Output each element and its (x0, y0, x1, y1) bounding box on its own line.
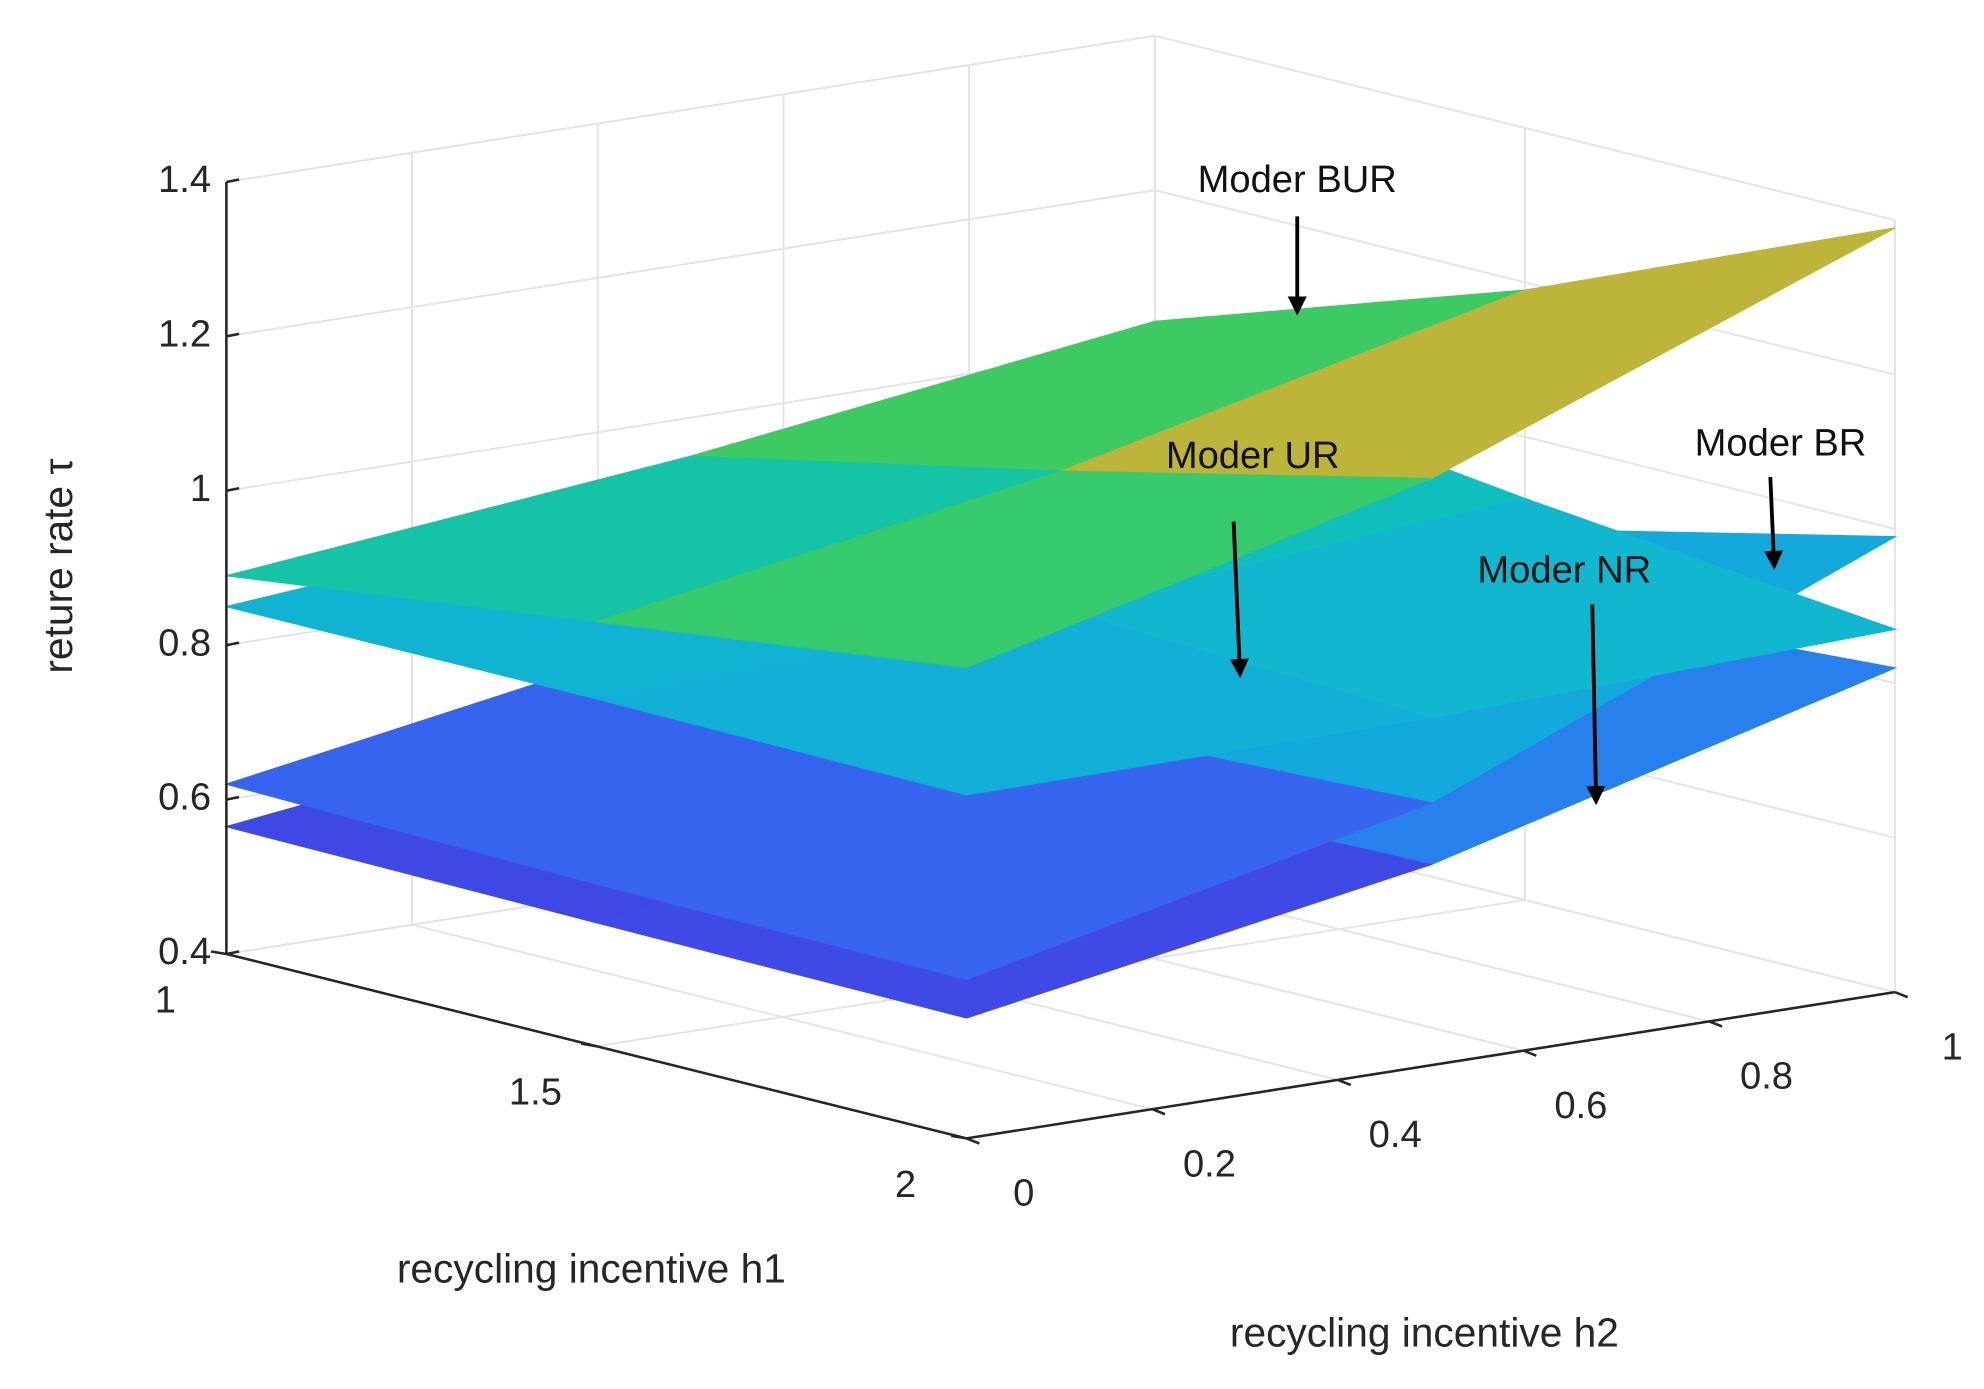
annotation-arrow (1763, 476, 1784, 570)
tick-mark (1337, 1078, 1352, 1087)
surface (226, 227, 1896, 669)
tick-mark (1894, 990, 1909, 999)
annotation-arrow (1229, 521, 1249, 679)
z-tick-label: 0.4 (158, 930, 211, 973)
tick-mark (226, 641, 240, 647)
tick-mark (1523, 1049, 1537, 1057)
tick-mark (226, 487, 240, 493)
x-tick-label: 0 (1013, 1172, 1034, 1215)
labels: recycling incentive h1 recycling incenti… (35, 158, 1963, 1355)
grid-line (226, 34, 1155, 183)
tick-mark (966, 1137, 980, 1145)
y-tick-label: 1.5 (509, 1071, 562, 1114)
x-tick-label: 0.8 (1740, 1055, 1793, 1098)
axes (210, 178, 1909, 1145)
annotation-arrow (1586, 604, 1606, 806)
z-tick-label: 1 (190, 467, 211, 510)
tick-mark (210, 950, 227, 956)
z-tick-label: 0.8 (158, 621, 211, 664)
tick-mark (1151, 1107, 1166, 1116)
x-tick-label: 0.4 (1369, 1113, 1422, 1156)
surface-label: Moder BR (1695, 421, 1867, 464)
x-axis-label: recycling incentive h2 (1230, 1309, 1619, 1355)
tick-mark (226, 950, 240, 956)
tick-mark (226, 332, 240, 338)
surface-label: Moder BUR (1198, 158, 1397, 201)
y-tick-label: 1 (155, 978, 176, 1021)
surface-label: Moder UR (1166, 434, 1340, 477)
z-tick-label: 1.4 (158, 158, 211, 201)
surface-label: Moder NR (1477, 549, 1651, 592)
tick-mark (226, 178, 240, 184)
x-tick-label: 0.2 (1183, 1142, 1236, 1185)
y-tick-label: 2 (895, 1163, 916, 1206)
x-axis (966, 990, 1896, 1140)
y-axis-label: recycling incentive h1 (397, 1246, 786, 1292)
x-tick-label: 1 (1942, 1025, 1963, 1068)
surfaces (223, 227, 1898, 1019)
z-axis-label: reture rate τ (35, 459, 81, 674)
tick-mark (1708, 1020, 1723, 1028)
grid-line (226, 189, 1155, 338)
z-tick-label: 0.6 (158, 776, 211, 819)
z-tick-label: 1.2 (158, 312, 211, 355)
tick-mark (951, 1134, 967, 1140)
tick-mark (226, 795, 240, 801)
x-tick-label: 0.6 (1554, 1084, 1607, 1127)
tick-mark (581, 1042, 597, 1048)
surface-cell (596, 470, 1432, 669)
